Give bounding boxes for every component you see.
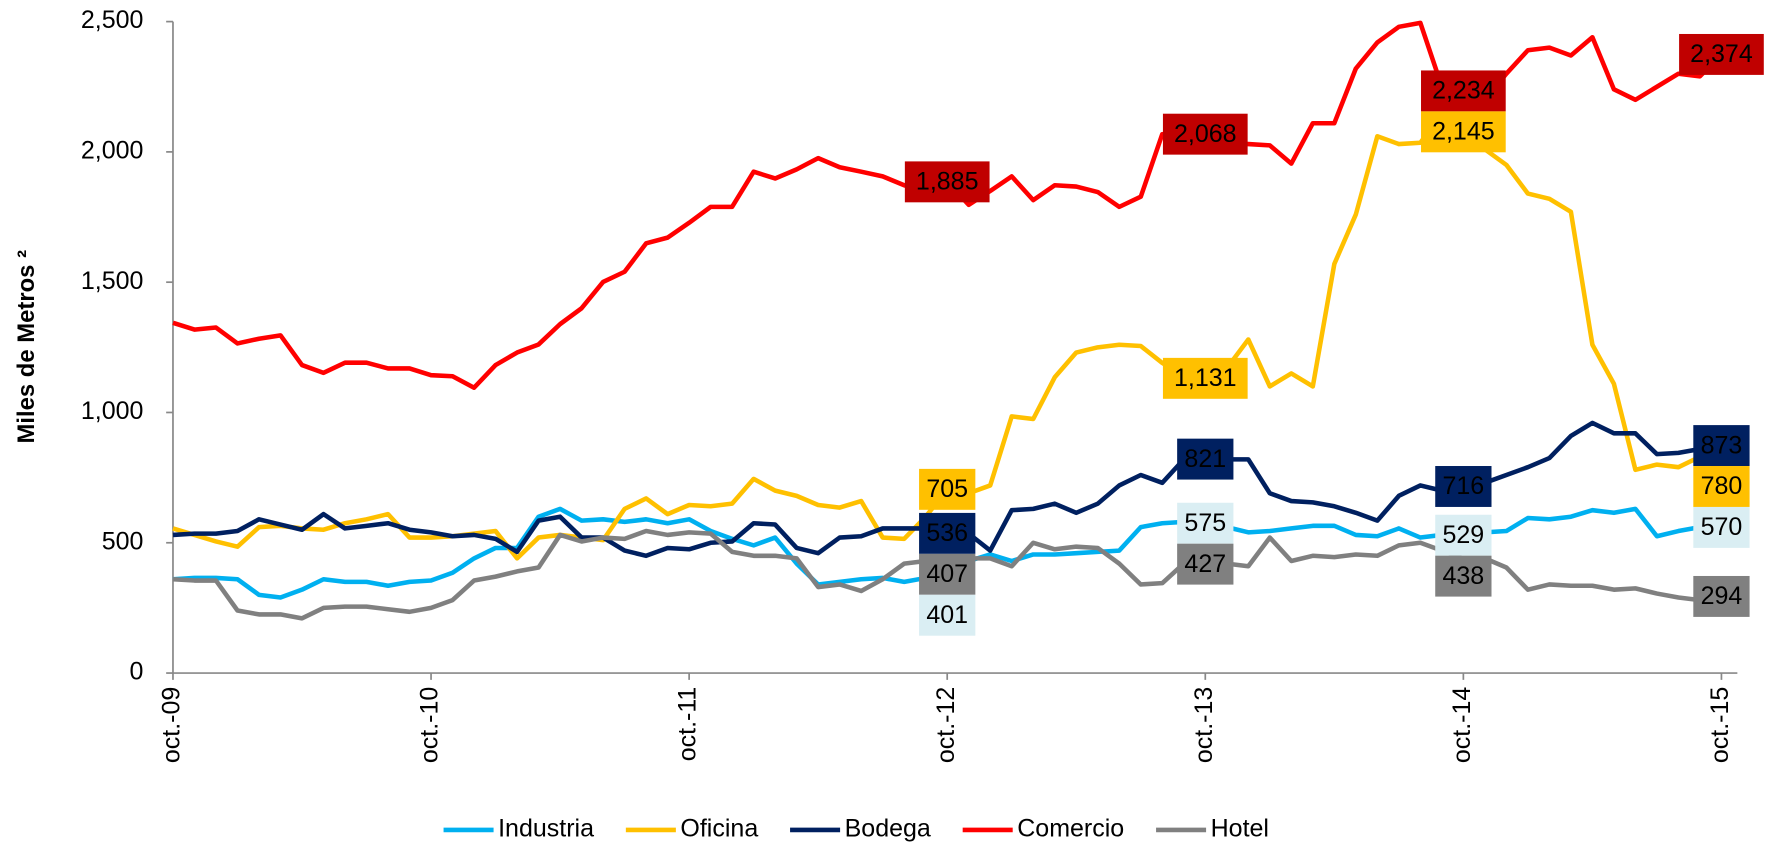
- data-label: 407: [926, 560, 968, 588]
- legend-label: Comercio: [1017, 815, 1124, 843]
- data-label: 2,145: [1432, 118, 1495, 146]
- data-label-box: [1435, 466, 1492, 507]
- data-label-box: [919, 594, 976, 636]
- y-tick-label: 0: [130, 658, 144, 686]
- data-label: 529: [1443, 521, 1485, 549]
- y-tick-label: 500: [102, 527, 144, 555]
- data-label-box: [1177, 502, 1234, 544]
- legend-label: Oficina: [680, 815, 758, 843]
- legend-label: Industria: [498, 815, 594, 843]
- x-tick-label: oct.-15: [1706, 687, 1734, 763]
- data-label-box: [1693, 575, 1750, 617]
- x-tick-label: oct.-10: [416, 687, 444, 763]
- data-label: 438: [1443, 562, 1485, 590]
- y-tick-label: 1,500: [81, 267, 144, 295]
- data-label-box: [1435, 514, 1492, 556]
- data-label: 2,374: [1690, 40, 1753, 68]
- data-label: 1,131: [1174, 364, 1237, 392]
- y-tick-label: 2,500: [81, 6, 144, 34]
- data-label: 716: [1443, 472, 1485, 500]
- legend-label: Hotel: [1211, 815, 1269, 843]
- data-label: 570: [1701, 513, 1743, 541]
- x-tick-label: oct.-11: [674, 687, 702, 762]
- data-label-box: [1177, 438, 1234, 480]
- data-label-box: [1162, 357, 1248, 399]
- data-label: 294: [1701, 582, 1743, 610]
- data-label-box: [919, 468, 976, 510]
- data-label: 705: [926, 475, 968, 503]
- x-tick-label: oct.-13: [1190, 687, 1218, 763]
- data-label-box: [1693, 466, 1750, 507]
- x-tick-label: oct.-14: [1448, 687, 1476, 764]
- data-labels: 1,885 705 536 407 401 2,068 1,131 821 575 427 2,23…: [904, 33, 1764, 636]
- axes: 0 500 1,000 1,500 2,000 2,500 oct.-09 oct.-10 oc…: [81, 6, 1738, 763]
- data-label-box: [1693, 425, 1750, 467]
- data-label: 401: [926, 601, 968, 629]
- y-tick-label: 2,000: [81, 137, 144, 165]
- data-label-box: [1177, 543, 1234, 585]
- data-label-box: [1162, 113, 1248, 155]
- data-label: 780: [1701, 472, 1743, 500]
- x-tick-label: oct.-12: [932, 687, 960, 763]
- legend: Industria Oficina Bodega Comercio Hotel: [443, 815, 1269, 843]
- data-label: 427: [1184, 550, 1226, 578]
- x-tick-label: oct.-09: [158, 687, 186, 763]
- data-label: 2,068: [1174, 120, 1237, 148]
- data-label-box: [919, 553, 976, 595]
- data-label-box: [1435, 555, 1492, 597]
- data-label-box: [904, 161, 990, 203]
- data-label-box: [919, 512, 976, 554]
- data-label-box: [1421, 70, 1506, 112]
- data-label: 2,234: [1432, 77, 1495, 105]
- data-label-box: [1421, 111, 1506, 153]
- y-axis-title: Miles de Metros ²: [13, 250, 40, 444]
- data-label: 821: [1184, 445, 1226, 473]
- data-label: 536: [926, 519, 968, 547]
- data-label: 575: [1184, 509, 1226, 537]
- data-label-box: [1693, 506, 1750, 548]
- data-label: 1,885: [916, 168, 979, 196]
- legend-label: Bodega: [845, 815, 931, 843]
- y-tick-label: 1,000: [81, 397, 144, 425]
- data-label-box: [1679, 33, 1764, 75]
- data-label: 873: [1701, 431, 1743, 459]
